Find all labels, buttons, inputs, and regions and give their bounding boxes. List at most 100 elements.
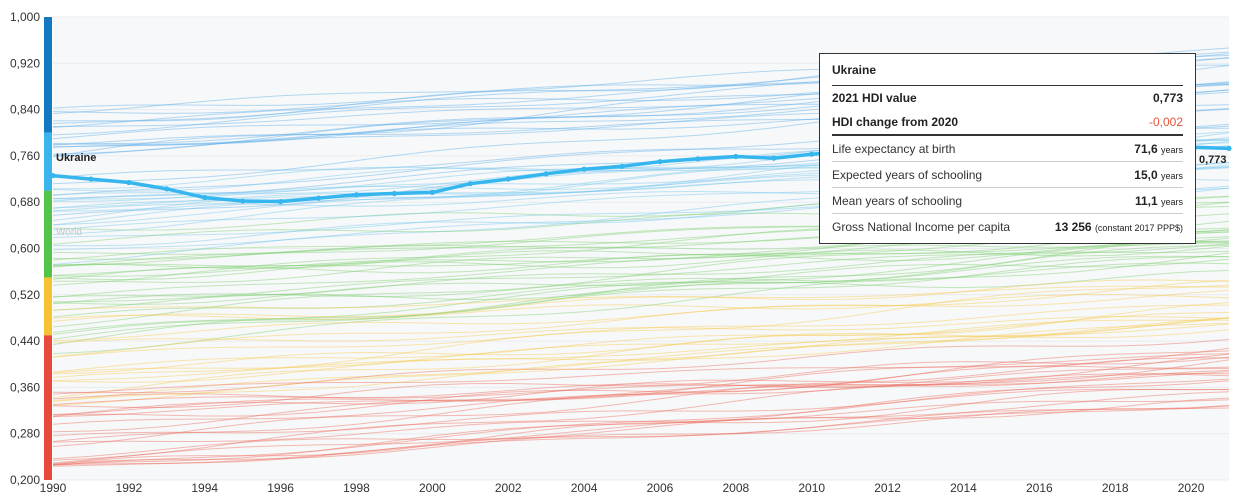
background-country-line: [52, 243, 1230, 303]
tooltip-country-name: Ukraine: [832, 60, 1183, 86]
background-country-line: [52, 380, 1230, 465]
ukraine-point[interactable]: [353, 192, 360, 198]
background-country-line: [52, 391, 1230, 464]
background-country-line: [52, 371, 1230, 418]
background-country-line: [52, 405, 1230, 466]
tooltip-expected-school-unit: years: [1160, 170, 1183, 181]
ukraine-point[interactable]: [771, 155, 777, 161]
ukraine-point[interactable]: [202, 194, 208, 201]
background-country-line: [52, 256, 1230, 335]
background-country-line: [52, 250, 1230, 298]
background-country-lines: [52, 47, 1230, 467]
background-country-line: [52, 269, 1230, 311]
tooltip-life-value: 71,6: [1134, 141, 1158, 156]
tooltip-hdi-value: 0,773: [1152, 91, 1183, 105]
tooltip-expected-school-row: Expected years of schooling 15,0 years: [832, 162, 1183, 188]
tooltip-mean-school-label: Mean years of schooling: [832, 193, 963, 208]
ukraine-point[interactable]: [391, 190, 398, 197]
background-country-line: [52, 293, 1230, 320]
background-country-line: [52, 329, 1230, 383]
y-tick-label: 0,920: [10, 56, 40, 70]
ukraine-point[interactable]: [505, 176, 511, 182]
background-country-line: [52, 378, 1230, 466]
ukraine-point[interactable]: [695, 156, 701, 162]
tooltip-gni-row: Gross National Income per capita 13 256 …: [832, 214, 1183, 239]
y-tick-label: 0,360: [10, 380, 40, 394]
background-country-line: [52, 350, 1230, 442]
x-tick-label: 2010: [798, 481, 825, 495]
background-country-line: [52, 317, 1230, 406]
background-country-line: [52, 220, 1230, 328]
background-country-line: [52, 319, 1230, 374]
y-tick-label: 1,000: [10, 10, 40, 24]
background-country-line: [52, 317, 1230, 402]
background-country-line: [52, 316, 1230, 344]
background-country-line: [52, 255, 1230, 318]
ukraine-point[interactable]: [278, 199, 284, 205]
tooltip-life-unit: years: [1160, 144, 1183, 155]
tooltip-change-value: -0,002: [1148, 115, 1183, 129]
ukraine-point[interactable]: [543, 171, 549, 177]
background-country-line: [52, 397, 1230, 460]
x-tick-label: 1994: [191, 481, 218, 495]
y-tick-label: 0,680: [10, 195, 40, 209]
tooltip-life-label: Life expectancy at birth: [832, 141, 956, 156]
ukraine-point[interactable]: [164, 186, 170, 192]
tooltip-gni-unit: (constant 2017 PPP$): [1094, 222, 1183, 233]
ukraine-point[interactable]: [126, 179, 132, 186]
ukraine-point[interactable]: [581, 166, 587, 172]
color-scale-segment: [44, 190, 52, 278]
y-tick-label: 0,600: [10, 242, 40, 256]
background-country-line: [52, 347, 1230, 433]
background-country-line: [52, 359, 1230, 461]
background-country-line: [52, 258, 1230, 305]
country-tooltip: Ukraine 2021 HDI value 0,773 HDI change …: [819, 53, 1196, 244]
background-country-line: [52, 357, 1230, 417]
x-tick-label: 2012: [874, 481, 901, 495]
background-country-line: [52, 367, 1230, 425]
ukraine-point[interactable]: [733, 153, 739, 160]
background-country-line: [52, 279, 1230, 322]
x-tick-label: 1998: [343, 481, 370, 495]
background-country-line: [52, 242, 1230, 333]
background-country-line: [52, 323, 1230, 381]
tooltip-hdi-row: 2021 HDI value 0,773: [832, 86, 1183, 110]
color-scale-segment: [44, 277, 52, 336]
background-country-line: [52, 338, 1230, 394]
background-country-line: [52, 285, 1230, 311]
background-country-line: [52, 373, 1230, 400]
tooltip-life-row: Life expectancy at birth 71,6 years: [832, 136, 1183, 162]
ukraine-point[interactable]: [315, 195, 322, 201]
background-country-line: [52, 302, 1230, 399]
background-country-line: [52, 356, 1230, 409]
y-tick-label: 0,840: [10, 103, 40, 117]
tooltip-expected-school-label: Expected years of schooling: [832, 167, 983, 182]
background-country-line: [52, 289, 1230, 342]
x-tick-label: 2004: [571, 481, 598, 495]
ukraine-point[interactable]: [429, 189, 435, 195]
background-country-line: [52, 369, 1230, 416]
x-tick-label: 1992: [116, 481, 143, 495]
ukraine-point[interactable]: [240, 198, 246, 204]
ukraine-point[interactable]: [50, 172, 56, 179]
background-country-line: [52, 372, 1230, 405]
background-country-line: [52, 399, 1230, 443]
series-label-ukraine[interactable]: Ukraine: [56, 152, 96, 164]
ukraine-point[interactable]: [467, 181, 473, 187]
background-country-line: [52, 407, 1230, 465]
x-tick-label: 2000: [419, 481, 446, 495]
ukraine-point[interactable]: [809, 151, 815, 157]
background-country-line: [52, 252, 1230, 355]
ukraine-point[interactable]: [1226, 145, 1232, 151]
ukraine-point[interactable]: [619, 163, 625, 169]
x-tick-label: 2018: [1102, 481, 1129, 495]
background-country-line: [52, 236, 1230, 346]
tooltip-gni-label: Gross National Income per capita: [832, 219, 1011, 234]
ukraine-point[interactable]: [88, 176, 94, 182]
x-axis: 1990 1992 1994 1996 1998 2000 2002 2004 2006 2008…: [40, 481, 1205, 495]
color-scale-segment: [44, 132, 52, 191]
ukraine-point[interactable]: [657, 159, 663, 165]
tooltip-hdi-label: 2021 HDI value: [832, 91, 917, 105]
tooltip-change-row: HDI change from 2020 -0,002: [832, 110, 1183, 136]
background-country-line: [52, 312, 1230, 373]
